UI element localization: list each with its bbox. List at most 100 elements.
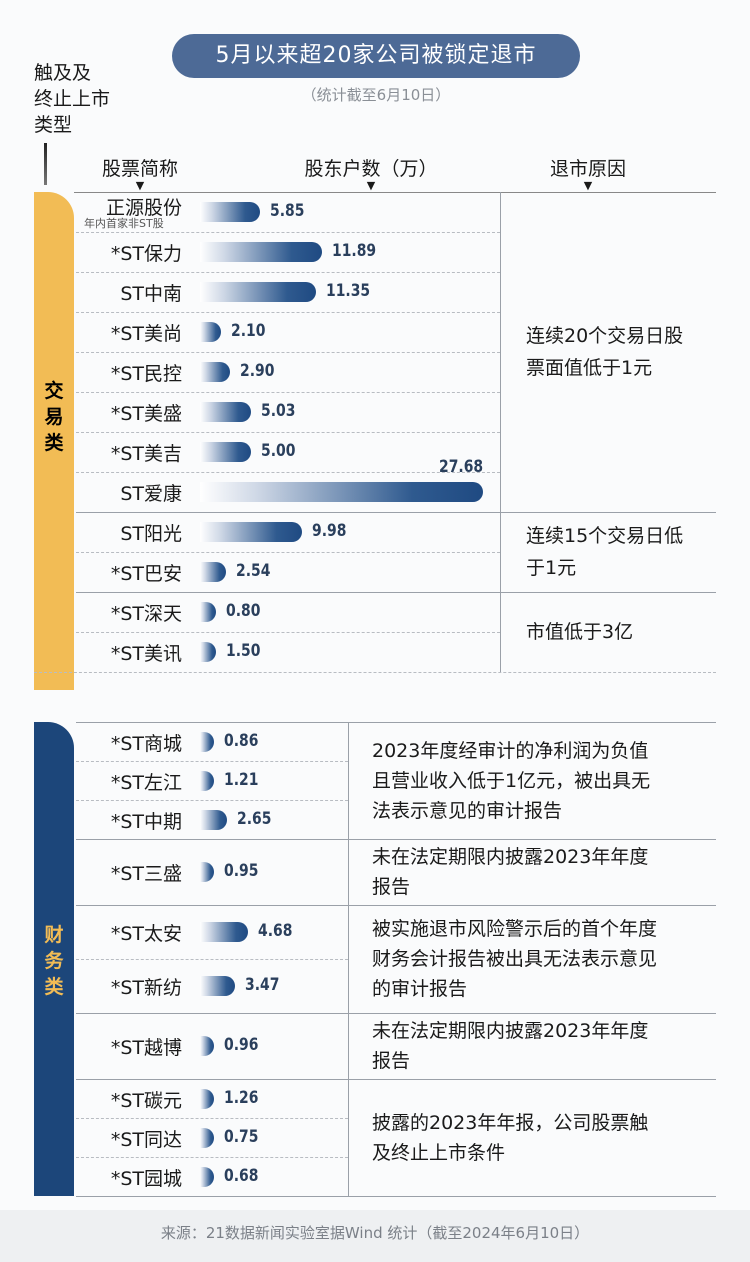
stock-name: ST中南 bbox=[120, 283, 182, 305]
row-divider bbox=[76, 472, 500, 473]
down-arrow-icon: ▼ bbox=[366, 179, 376, 192]
block-divider bbox=[76, 592, 716, 593]
holder-value: 5.00 bbox=[261, 441, 296, 461]
holder-value: 2.65 bbox=[237, 808, 272, 829]
holder-bar bbox=[200, 202, 260, 222]
holder-bar bbox=[200, 322, 222, 342]
stock-name: *ST左江 bbox=[110, 771, 182, 794]
holder-bar bbox=[200, 402, 252, 422]
holder-bar bbox=[200, 809, 228, 830]
down-arrow-icon: ▼ bbox=[135, 179, 145, 192]
source-note: 来源：21数据新闻实验室据Wind 统计（截至2024年6月10日） bbox=[160, 1224, 590, 1242]
row-divider bbox=[76, 1118, 348, 1119]
holder-value: 27.68 bbox=[439, 457, 484, 477]
stock-name: *ST园城 bbox=[110, 1167, 182, 1190]
holder-value: 2.54 bbox=[235, 561, 271, 581]
holder-value: 5.03 bbox=[261, 401, 296, 421]
column-header-reason: 退市原因 ▼ bbox=[540, 154, 636, 191]
holder-value: 0.68 bbox=[224, 1165, 259, 1186]
holder-value: 3.47 bbox=[245, 975, 280, 995]
stock-name: *ST巴安 bbox=[110, 563, 182, 585]
stock-note: 年内首家非ST股 bbox=[84, 217, 164, 230]
row-divider bbox=[76, 1157, 348, 1158]
holder-bar bbox=[200, 1088, 214, 1109]
holder-value: 5.85 bbox=[269, 201, 305, 221]
group-label-trade: 交易类 bbox=[34, 192, 74, 690]
stock-name: 正源股份 bbox=[105, 197, 182, 219]
holder-value: 1.26 bbox=[224, 1087, 259, 1108]
type-indicator-line bbox=[44, 143, 47, 185]
stock-name: *ST太安 bbox=[110, 923, 182, 945]
group-label-finance-1: 财务类 bbox=[44, 924, 64, 998]
exit-reason: 市值低于3亿 bbox=[526, 621, 634, 643]
row-divider bbox=[76, 432, 500, 433]
column-header-reason-label: 退市原因 bbox=[549, 158, 626, 180]
holder-value: 0.95 bbox=[224, 861, 259, 881]
stock-name: *ST新纺 bbox=[110, 977, 182, 999]
holder-bar bbox=[200, 922, 248, 942]
holder-bar bbox=[200, 1166, 214, 1187]
column-header-name-label: 股票简称 bbox=[101, 158, 178, 180]
block-divider bbox=[76, 1079, 716, 1080]
stock-name: ST爱康 bbox=[120, 483, 182, 505]
stock-name: *ST三盛 bbox=[110, 863, 182, 885]
row-divider bbox=[76, 232, 500, 233]
exit-reason: 披露的2023年年报，公司股票触 及终止上市条件 bbox=[372, 1111, 649, 1164]
row-divider bbox=[76, 552, 500, 553]
type-label-line-2: 终止上市 bbox=[34, 88, 111, 110]
holder-bar bbox=[200, 1127, 214, 1148]
stock-name: *ST民控 bbox=[110, 363, 182, 385]
exit-reason: 未在法定期限内披露2023年年度 报告 bbox=[372, 846, 649, 898]
exit-reason: 连续15个交易日低 于1元 bbox=[526, 525, 684, 579]
type-label: 触及及 终止上市 类型 bbox=[34, 60, 110, 138]
holder-value: 0.80 bbox=[226, 601, 261, 621]
group-label-trade-1: 交易类 bbox=[44, 380, 64, 454]
down-arrow-icon: ▼ bbox=[583, 179, 593, 192]
holder-value: 2.10 bbox=[231, 321, 266, 341]
stock-name: *ST美尚 bbox=[110, 323, 182, 345]
chart-title: 5月以来超20家公司被锁定退市 bbox=[172, 34, 580, 78]
exit-reason: 2023年度经审计的净利润为负值 且营业收入低于1亿元，被出具无 法表示意见的审计报… bbox=[372, 739, 651, 822]
stock-name: *ST深天 bbox=[110, 603, 182, 625]
chart-subtitle: （统计截至6月10日） bbox=[301, 86, 451, 104]
row-divider bbox=[76, 312, 500, 313]
row-divider bbox=[76, 761, 348, 762]
column-header-holders: 股东户数（万） ▼ bbox=[286, 154, 456, 191]
row-divider bbox=[76, 392, 500, 393]
holder-bar bbox=[200, 442, 252, 462]
stock-name: *ST美讯 bbox=[110, 643, 182, 665]
holder-bar bbox=[200, 282, 317, 302]
block-divider bbox=[76, 905, 716, 906]
group-label-finance: 财务类 bbox=[34, 722, 74, 1196]
stock-name: *ST美盛 bbox=[110, 403, 182, 425]
holder-bar bbox=[200, 642, 216, 662]
holder-value: 11.89 bbox=[331, 241, 376, 261]
stock-name: *ST美吉 bbox=[110, 443, 182, 465]
stock-name: ST阳光 bbox=[120, 523, 182, 545]
block-divider bbox=[76, 1196, 716, 1197]
finance-top-rule bbox=[76, 722, 716, 723]
holder-bar bbox=[200, 362, 230, 382]
stock-name: *ST同达 bbox=[110, 1128, 182, 1151]
row-divider bbox=[76, 959, 348, 960]
row-divider bbox=[76, 352, 500, 353]
footer-background bbox=[0, 1210, 750, 1262]
holder-value: 9.98 bbox=[312, 521, 347, 541]
stock-name: *ST越博 bbox=[110, 1037, 182, 1059]
holder-value: 11.35 bbox=[326, 281, 371, 301]
header-rule bbox=[74, 192, 716, 193]
trade-bottom-rule bbox=[34, 672, 716, 673]
block-divider bbox=[76, 512, 716, 513]
reason-column-rule bbox=[348, 722, 349, 1196]
exit-reason: 连续20个交易日股 票面值低于1元 bbox=[526, 325, 684, 379]
stock-name: *ST保力 bbox=[110, 243, 182, 265]
holder-bar bbox=[200, 482, 483, 502]
row-divider bbox=[76, 632, 500, 633]
type-label-line-3: 类型 bbox=[34, 114, 73, 136]
holder-value: 2.90 bbox=[239, 361, 275, 381]
holder-value: 4.68 bbox=[257, 921, 293, 941]
holder-bar bbox=[200, 242, 322, 262]
reason-column-rule bbox=[500, 192, 501, 672]
row-divider bbox=[76, 800, 348, 801]
